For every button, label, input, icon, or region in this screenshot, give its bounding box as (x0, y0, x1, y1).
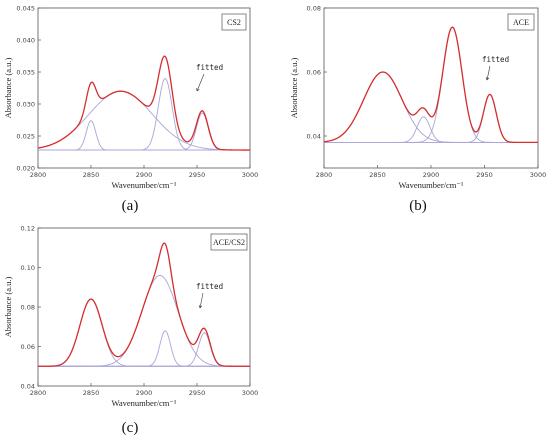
x-tick-label: 2850 (369, 171, 386, 179)
legend-label: ACE/CS2 (213, 238, 245, 247)
component-peak-2 (324, 116, 538, 143)
annotation-arrow (196, 73, 205, 92)
component-peak-3 (324, 26, 538, 143)
annotation-arrowhead (196, 87, 200, 92)
x-tick-label: 2850 (83, 389, 100, 397)
y-axis-title: Absorbance (a.u.) (3, 277, 13, 338)
y-tick-label: 0.06 (21, 343, 35, 351)
plot-frame (323, 7, 539, 169)
fitted-curve (37, 55, 250, 151)
y-tick-label: 0.06 (307, 68, 321, 76)
legend-box (210, 233, 248, 251)
annotation-arrowhead (485, 77, 490, 81)
x-tick-label: 2950 (189, 171, 206, 179)
component-peak-3 (38, 330, 250, 367)
x-tick-label: 2900 (136, 171, 153, 179)
x-tick-label: 2900 (423, 171, 440, 179)
component-peak-4 (324, 93, 538, 143)
y-tick-label: 0.04 (21, 382, 35, 390)
component-peak-4 (38, 112, 250, 151)
x-tick-label: 2950 (476, 171, 493, 179)
y-tick-label: 0.04 (307, 132, 321, 140)
x-tick-label: 2900 (136, 389, 153, 397)
x-tick-label: 2800 (30, 389, 47, 397)
y-tick-label: 0.10 (21, 264, 35, 272)
x-axis-title: Wavenumber/cm⁻¹ (399, 180, 464, 190)
panel-a: 2800 2850 2900 2950 3000 0.020 0.025 0.030 0.035… (3, 4, 258, 214)
fitted-curve (38, 242, 250, 367)
fitted-annotation: fitted (482, 55, 509, 64)
y-tick-label: 0.040 (16, 36, 35, 44)
component-peak-4 (38, 332, 250, 367)
plot-frame (37, 227, 251, 387)
panel-b: 2800 2850 2900 2950 3000 0.04 0.06 0.08 Wavenumb… (289, 4, 546, 214)
fitted-annotation: fitted (196, 63, 223, 72)
y-tick-label: 0.030 (16, 100, 35, 108)
x-tick-label: 2800 (316, 171, 333, 179)
annotation-arrow (486, 65, 491, 81)
x-tick-label: 2850 (83, 171, 100, 179)
panel-caption: (b) (409, 198, 427, 214)
panel-caption: (c) (122, 420, 139, 436)
panel-c: 2800 2850 2900 2950 3000 0.04 0.06 0.08 0.10 0.12… (3, 224, 258, 436)
x-tick-label: 3000 (530, 171, 547, 179)
legend-box (507, 13, 535, 31)
x-axis-title: Wavenumber/cm⁻¹ (112, 180, 177, 190)
plot-frame (37, 7, 251, 169)
fitted-curve (323, 26, 538, 144)
annotation-arrow (199, 292, 204, 309)
y-tick-label: 0.035 (16, 68, 35, 76)
legend-box (221, 13, 247, 31)
y-axis-title: Absorbance (a.u.) (3, 58, 13, 119)
annotation-arrowhead (198, 305, 203, 309)
y-tick-label: 0.12 (21, 224, 35, 232)
legend-label: CS2 (227, 18, 241, 27)
legend-label: ACE (513, 18, 529, 27)
y-tick-label: 0.045 (16, 4, 35, 12)
component-peak-1 (38, 120, 250, 151)
fitted-annotation: fitted (196, 282, 223, 291)
y-tick-label: 0.020 (16, 164, 35, 172)
y-axis-title: Absorbance (a.u.) (289, 58, 299, 119)
panel-caption: (a) (122, 198, 139, 214)
x-tick-label: 2800 (30, 171, 47, 179)
component-peak-3 (38, 77, 250, 151)
x-axis-title: Wavenumber/cm⁻¹ (112, 398, 177, 408)
x-tick-label: 2950 (189, 389, 206, 397)
x-tick-label: 3000 (242, 171, 259, 179)
x-tick-label: 3000 (242, 389, 259, 397)
y-tick-label: 0.025 (16, 132, 35, 140)
y-tick-label: 0.08 (307, 4, 321, 12)
y-tick-label: 0.08 (21, 303, 35, 311)
component-peak-2 (37, 90, 250, 151)
